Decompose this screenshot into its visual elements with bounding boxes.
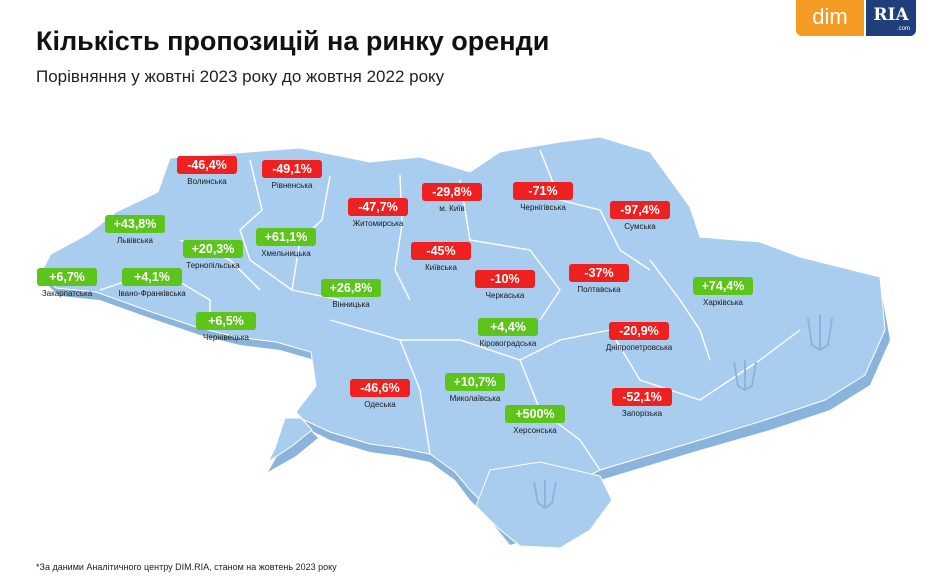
change-badge: -52,1% — [612, 388, 672, 406]
change-badge: -49,1% — [262, 160, 322, 178]
change-badge: -45% — [411, 242, 471, 260]
map-surface — [39, 136, 886, 536]
change-badge: +6,5% — [196, 312, 256, 330]
change-badge: -20,9% — [609, 322, 669, 340]
region-name: Харківська — [703, 298, 743, 307]
footnote: *За даними Аналітичного центру DIM.RIA, … — [36, 562, 337, 572]
region-name: Херсонська — [513, 426, 557, 435]
region-label: -49,1% Рівненська — [247, 160, 337, 190]
change-badge: -46,6% — [350, 379, 410, 397]
ria-logo-domain: .com — [897, 26, 911, 32]
region-name: Одеська — [364, 400, 396, 409]
trident-icons — [533, 315, 833, 510]
region-name: Рівненська — [271, 181, 313, 190]
region-label: +43,8% Львівська — [90, 215, 180, 245]
region-label: -20,9% Дніпропетровська — [594, 322, 684, 352]
change-badge: +74,4% — [693, 277, 753, 295]
region-name: Чернівецька — [203, 333, 249, 342]
change-badge: +10,7% — [445, 373, 505, 391]
region-label: -71% Чернігівська — [498, 182, 588, 212]
change-badge: -46,4% — [177, 156, 237, 174]
region-name: Хмельницька — [261, 249, 311, 258]
region-label: +500% Херсонська — [490, 405, 580, 435]
region-name: м. Київ — [439, 204, 465, 213]
region-name: Чернігівська — [520, 203, 566, 212]
region-label: -29,8% м. Київ — [407, 183, 497, 213]
change-badge: -10% — [475, 270, 535, 288]
change-badge: +500% — [505, 405, 565, 423]
region-label: -52,1% Запорізька — [597, 388, 687, 418]
region-label: +74,4% Харківська — [678, 277, 768, 307]
region-label: +4,4% Кіровоградська — [463, 318, 553, 348]
region-name: Миколаївська — [449, 394, 501, 403]
region-label: +6,7% Закарпатська — [22, 268, 112, 298]
region-label: -37% Полтавська — [554, 264, 644, 294]
region-name: Житомирська — [352, 219, 404, 228]
region-label: +10,7% Миколаївська — [430, 373, 520, 403]
dim-logo[interactable]: dim — [796, 0, 864, 36]
change-badge: +61,1% — [256, 228, 316, 246]
region-name: Волинська — [187, 177, 227, 186]
ria-logo[interactable]: RIA — [866, 0, 916, 36]
region-label: +26,8% Вінницька — [306, 279, 396, 309]
region-name: Черкаська — [485, 291, 525, 300]
region-name: Сумська — [624, 222, 656, 231]
change-badge: -97,4% — [610, 201, 670, 219]
region-label: -46,6% Одеська — [335, 379, 425, 409]
change-badge: -47,7% — [348, 198, 408, 216]
change-badge: +6,7% — [37, 268, 97, 286]
region-name: Запорізька — [621, 409, 663, 418]
region-label: -10% Черкаська — [460, 270, 550, 300]
region-name: Тернопільська — [186, 261, 240, 270]
change-badge: +4,1% — [122, 268, 182, 286]
region-name: Дніпропетровська — [605, 343, 673, 352]
region-label: -46,4% Волинська — [162, 156, 252, 186]
region-label: -47,7% Житомирська — [333, 198, 423, 228]
region-name: Полтавська — [577, 285, 621, 294]
region-label: +4,1% Івано-Франківська — [107, 268, 197, 298]
region-name: Київська — [425, 263, 457, 272]
page-subtitle: Порівняння у жовтні 2023 року до жовтня … — [36, 67, 445, 86]
region-label: -97,4% Сумська — [595, 201, 685, 231]
region-name: Закарпатська — [41, 289, 93, 298]
change-badge: +20,3% — [183, 240, 243, 258]
region-name: Вінницька — [332, 300, 370, 309]
region-label: +20,3% Тернопільська — [168, 240, 258, 270]
change-badge: -29,8% — [422, 183, 482, 201]
change-badge: +4,4% — [478, 318, 538, 336]
region-name: Івано-Франківська — [118, 289, 186, 298]
region-label: +61,1% Хмельницька — [241, 228, 331, 258]
region-name: Кіровоградська — [479, 339, 537, 348]
change-badge: -37% — [569, 264, 629, 282]
region-label: +6,5% Чернівецька — [181, 312, 271, 342]
change-badge: +26,8% — [321, 279, 381, 297]
change-badge: +43,8% — [105, 215, 165, 233]
change-badge: -71% — [513, 182, 573, 200]
page-title: Кількість пропозицій на ринку оренди — [36, 26, 550, 56]
region-name: Львівська — [117, 236, 153, 245]
region-label: -45% Київська — [396, 242, 486, 272]
